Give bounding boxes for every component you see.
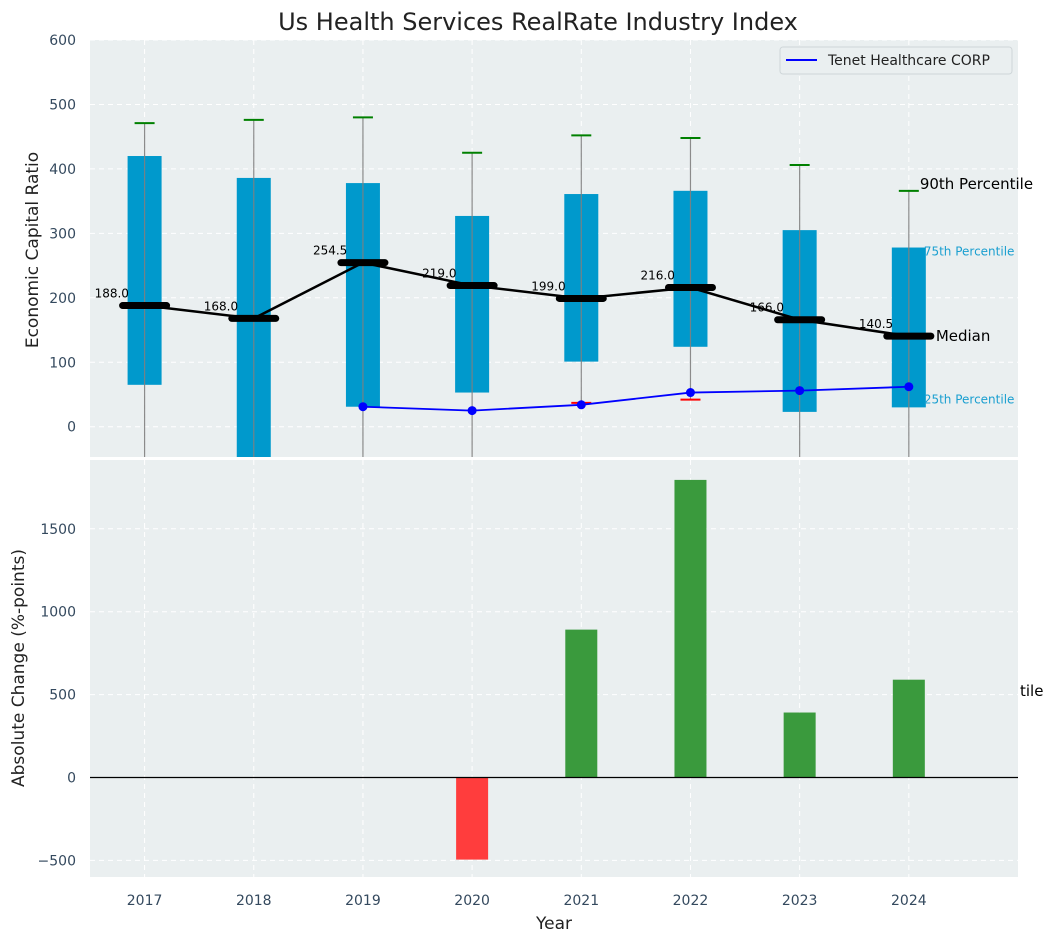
tenet-point <box>576 400 586 410</box>
x-tick-label: 2019 <box>345 893 381 909</box>
x-tick-label: 2018 <box>236 893 272 909</box>
bottom-plot-area <box>90 460 1018 877</box>
tenet-point <box>358 402 368 412</box>
x-tick-label: 2021 <box>563 893 599 909</box>
tenet-point <box>795 386 805 396</box>
top-y-tick-label: 500 <box>49 97 76 113</box>
x-tick-label: 2020 <box>454 893 490 909</box>
top-y-ticks: 0 100 200 300 400 500 600 <box>49 33 76 436</box>
top-plot-area <box>90 40 1018 457</box>
annotation-90th-percentile: 90th Percentile <box>920 175 1033 193</box>
legend: Tenet Healthcare CORP <box>779 46 1013 75</box>
bar-2024 <box>892 679 925 778</box>
bottom-marks <box>90 479 1018 860</box>
bar-2022 <box>674 479 707 778</box>
annotation-75th-percentile: 75th Percentile <box>924 245 1015 259</box>
x-axis-label: Year <box>535 914 572 934</box>
top-y-axis-label: Economic Capital Ratio <box>23 152 43 348</box>
annotation-median: Median <box>936 327 991 345</box>
median-value-label: 199.0 <box>531 279 565 293</box>
top-y-tick-label: 100 <box>49 355 76 371</box>
bottom-y-tick-label: 0 <box>67 771 76 787</box>
bottom-y-tick-label: 1500 <box>40 522 76 538</box>
top-y-tick-label: 200 <box>49 291 76 307</box>
top-y-tick-label: 300 <box>49 226 76 242</box>
median-value-label: 140.5 <box>859 317 893 331</box>
legend-label-tenet: Tenet Healthcare CORP <box>827 53 990 69</box>
legend-box <box>779 46 1013 75</box>
top-y-tick-label: 600 <box>49 33 76 49</box>
median-value-label: 216.0 <box>640 268 674 282</box>
tenet-point <box>904 382 914 392</box>
bar-2023 <box>783 712 816 778</box>
chart-title: Us Health Services RealRate Industry Ind… <box>278 8 798 36</box>
median-value-label: 166.0 <box>750 301 784 315</box>
bottom-y-tick-label: 1000 <box>40 605 76 621</box>
top-marks: 188.0 168.0 254.5 219.0 199.0 216.0 166.0 140.5 <box>95 116 935 457</box>
x-tick-label: 2023 <box>782 893 818 909</box>
annotation-25th-percentile: 25th Percentile <box>924 392 1015 406</box>
tenet-point <box>685 388 695 398</box>
median-value-label: 254.5 <box>313 244 347 258</box>
annotation-10th-percentile-clipped: tile <box>1020 682 1043 700</box>
bottom-y-ticks: −500 0 500 1000 1500 <box>38 522 76 870</box>
median-value-label: 168.0 <box>204 299 238 313</box>
top-y-tick-label: 400 <box>49 162 76 178</box>
x-tick-label: 2022 <box>673 893 709 909</box>
tenet-point <box>467 406 477 416</box>
median-value-label: 188.0 <box>95 287 129 301</box>
x-tick-label: 2017 <box>127 893 163 909</box>
x-tick-label: 2024 <box>891 893 927 909</box>
median-value-label: 219.0 <box>422 267 456 281</box>
bottom-y-axis-label: Absolute Change (%-points) <box>9 549 29 787</box>
bottom-y-tick-label: 500 <box>49 688 76 704</box>
bottom-y-tick-label: −500 <box>38 853 76 869</box>
x-ticks: 2017 2018 2019 2020 2021 2022 2023 2024 <box>127 893 927 909</box>
bar-2021 <box>565 629 598 778</box>
tenet-line <box>362 385 909 412</box>
median-line <box>144 261 910 338</box>
top-y-tick-label: 0 <box>67 420 76 436</box>
bar-2020 <box>456 777 489 860</box>
